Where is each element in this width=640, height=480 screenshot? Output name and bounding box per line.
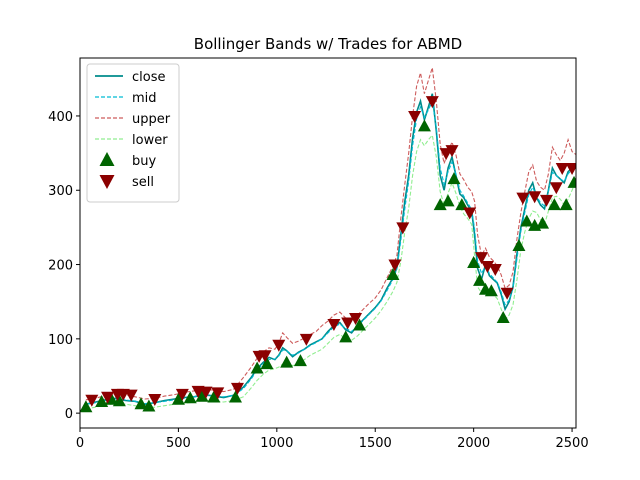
sell-marker: [148, 394, 162, 407]
sell-marker: [258, 350, 272, 363]
sell-marker: [528, 191, 542, 204]
buy-marker: [228, 390, 242, 403]
x-tick-label: 2000: [457, 436, 490, 451]
sell-marker: [341, 317, 355, 330]
legend-label-buy: buy: [132, 154, 156, 169]
buy-marker: [536, 216, 550, 229]
plot-frame: [79, 57, 577, 429]
buy-marker: [280, 355, 294, 368]
buy-marker: [441, 194, 455, 207]
buy-marker: [547, 198, 561, 211]
y-tick-label: 100: [48, 333, 73, 348]
sell-marker: [408, 110, 422, 123]
sell-marker: [272, 339, 286, 352]
y-tick-label: 400: [48, 110, 73, 125]
buy-marker: [512, 238, 526, 251]
buy-marker: [417, 119, 431, 132]
buy-marker: [455, 198, 469, 211]
sell-marker: [388, 259, 402, 272]
buy-marker: [447, 172, 461, 185]
x-tick-label: 1000: [260, 436, 293, 451]
buy-marker: [260, 357, 274, 370]
legend-label-lower: lower: [132, 133, 168, 148]
buy-marker: [484, 284, 498, 297]
sell-marker: [124, 389, 138, 402]
sell-marker: [555, 162, 569, 175]
sell-marker: [516, 192, 530, 205]
sell-marker: [475, 252, 489, 265]
sell-marker: [445, 145, 459, 158]
buy-marker: [250, 361, 264, 374]
buy-marker: [567, 175, 576, 188]
sell-marker: [396, 222, 410, 235]
sell-marker: [327, 318, 341, 331]
x-tick-label: 500: [166, 436, 191, 451]
buy-marker: [134, 397, 148, 410]
y-tick-label: 200: [48, 259, 73, 274]
legend-label-upper: upper: [132, 112, 171, 127]
buy-marker: [142, 399, 156, 412]
y-tick-label: 300: [48, 184, 73, 199]
sell-marker: [85, 394, 99, 407]
legend-label-close: close: [132, 70, 165, 85]
sell-marker: [175, 388, 189, 401]
buy-marker: [339, 330, 353, 343]
legend-swatch-sell: [99, 175, 115, 189]
buy-marker: [433, 198, 447, 211]
buy-marker: [183, 391, 197, 404]
buy-marker: [559, 198, 573, 211]
buy-marker: [95, 394, 109, 407]
buy-marker: [473, 273, 487, 286]
buy-marker: [171, 392, 185, 405]
legend-label-sell: sell: [132, 175, 154, 190]
x-tick-label: 1500: [359, 436, 392, 451]
buy-marker: [195, 389, 209, 402]
buy-marker: [352, 318, 366, 331]
sell-marker: [500, 287, 514, 300]
buy-marker: [386, 267, 400, 280]
series-upper-line: [85, 67, 576, 401]
sell-marker: [349, 313, 363, 326]
axes-layer: 0 500 1000 1500 2000 2500 0 100 200 300 400: [48, 110, 588, 451]
legend-box: [86, 63, 180, 203]
sell-marker: [101, 391, 115, 404]
buy-marker: [80, 400, 93, 413]
sell-marker: [299, 333, 313, 346]
sell-marker: [425, 96, 439, 109]
x-tick-label: 2500: [556, 436, 589, 451]
buy-marker: [207, 390, 221, 403]
sell-marker: [230, 382, 244, 395]
marker-layer: [80, 96, 576, 413]
y-tick-label: 0: [65, 407, 73, 422]
sell-marker: [539, 194, 553, 207]
buy-marker: [467, 256, 481, 269]
x-tick-label: 0: [76, 436, 84, 451]
sell-marker: [199, 386, 213, 399]
sell-marker: [463, 207, 477, 220]
legend-swatch-buy: [99, 152, 115, 166]
buy-marker: [496, 311, 510, 324]
buy-marker: [293, 354, 307, 367]
buy-marker: [520, 214, 534, 227]
legend-label-mid: mid: [132, 91, 157, 106]
sell-marker: [488, 264, 502, 277]
legend: close mid upper lower buy sell: [86, 63, 180, 203]
chart-title: Bollinger Bands w/ Trades for ABMD: [194, 35, 462, 53]
sell-marker: [565, 162, 576, 175]
sell-marker: [549, 182, 563, 195]
buy-marker: [112, 394, 126, 407]
sell-marker: [211, 387, 225, 400]
